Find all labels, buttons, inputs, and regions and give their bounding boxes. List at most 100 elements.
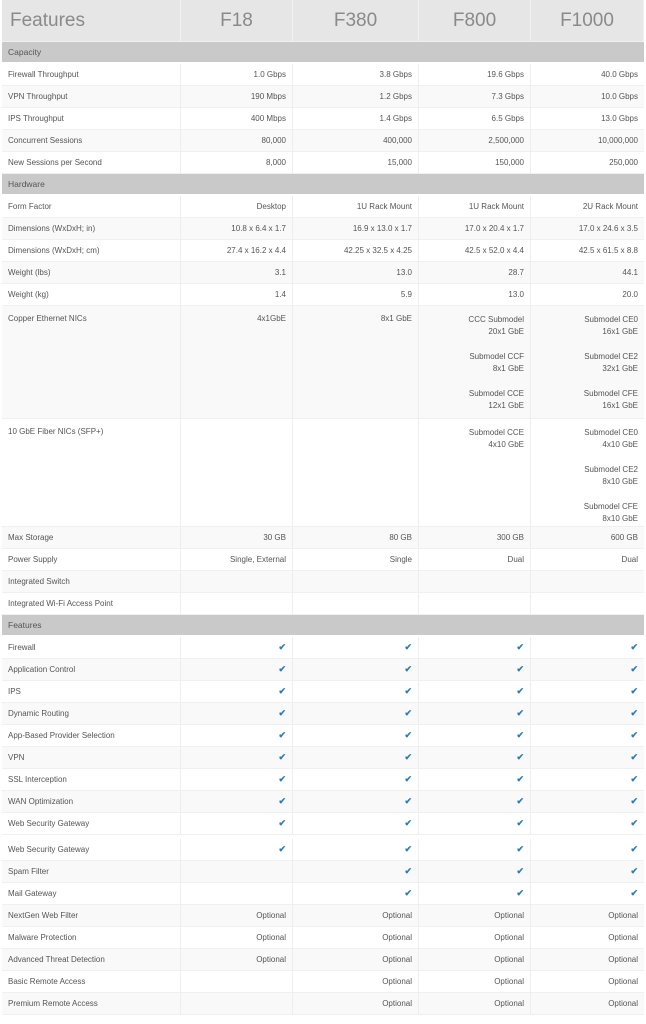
value-cell: ✔ [293,681,419,702]
value-cell: Optional [419,927,531,948]
value-cell: 400,000 [293,130,419,151]
table-row: Integrated Switch [2,571,644,593]
value-cell: 10,000,000 [597,136,638,145]
value-cell: 44.1 [622,268,638,277]
value-cell: ✔ [293,725,419,746]
row-label: Premium Remote Access [2,993,181,1014]
table-row: Dynamic Routing ✔ ✔ ✔ ✔ [2,703,644,725]
value-cell: ✔ [531,681,644,702]
check-icon: ✔ [404,844,412,854]
check-icon: ✔ [404,774,412,784]
row-label: Spam Filter [2,861,181,882]
check-icon: ✔ [630,752,638,762]
value-cell: 1U Rack Mount [419,196,531,217]
value-cell: 1.0 Gbps [181,64,293,85]
value-cell: ✔ [293,791,419,812]
check-icon: ✔ [630,664,638,674]
table-row: Integrated Wi-Fi Access Point [2,593,644,615]
row-label: SSL Interception [2,769,181,790]
check-icon: ✔ [278,752,286,762]
value-cell: 2,500,000 [419,130,531,151]
value-cell: Optional [419,905,531,926]
table-row: Application Control ✔ ✔ ✔ ✔ [2,659,644,681]
value-cell: ✔ [531,659,644,680]
value-cell: ✔ [293,883,419,904]
table-row: Weight (lbs) 3.1 13.0 28.7 44.1 [2,262,644,284]
value-cell: 19.6 Gbps [419,64,531,85]
check-icon: ✔ [630,686,638,696]
table-row: IPS Throughput 400 Mbps 1.4 Gbps 6.5 Gbps 13… [2,108,644,130]
check-icon: ✔ [278,708,286,718]
value-cell [531,593,644,614]
check-icon: ✔ [404,888,412,898]
value-cell: ✔ [181,813,293,834]
submodel-name: Submodel CCF [469,352,524,361]
value-cell: ✔ [181,703,293,724]
table-row: Mail Gateway ✔ ✔ ✔ [2,883,644,905]
value-cell: ✔ [531,839,644,860]
value-cell [181,861,293,882]
table-row: Basic Remote Access Optional Optional Optio… [2,971,644,993]
value-cell: Submodel CE0 4x10 GbE Submodel CE2 8x10 GbE… [531,419,644,526]
value-cell: Submodel CCE 4x10 GbE [419,419,531,526]
value-cell: Optional [181,927,293,948]
value-cell: ✔ [419,791,531,812]
table-row: Max Storage 30 GB 80 GB 300 GB 600 GB [2,527,644,549]
value-cell: 250,000 [609,158,638,167]
check-icon: ✔ [278,730,286,740]
value-cell: Optional [419,971,531,992]
submodel-entry: Submodel CCF 8x1 GbE [425,351,524,375]
submodel-value: 4x10 GbE [488,440,524,449]
value-cell: ✔ [419,725,531,746]
row-label: Firewall Throughput [2,64,181,85]
value-cell: ✔ [419,703,531,724]
value-cell: 17.0 x 24.6 x 3.5 [578,224,638,233]
value-cell: 10.8 x 6.4 x 1.7 [181,218,293,239]
check-icon: ✔ [516,844,524,854]
submodel-value: 8x1 GbE [492,364,524,373]
row-label: Mail Gateway [2,883,181,904]
row-label: Basic Remote Access [2,971,181,992]
value-cell: Optional [608,933,638,942]
check-icon: ✔ [404,818,412,828]
check-icon: ✔ [516,866,524,876]
check-icon: ✔ [404,866,412,876]
submodel-value: 8x10 GbE [602,514,638,523]
value-cell [293,593,419,614]
submodel-value: 32x1 GbE [602,364,638,373]
submodel-entry: CCC Submodel 20x1 GbE [425,314,524,338]
value-cell [293,419,419,526]
value-cell [181,971,293,992]
value-cell: 2U Rack Mount [582,202,638,211]
check-icon: ✔ [278,686,286,696]
row-label: Integrated Switch [2,571,181,592]
value-cell: ✔ [293,769,419,790]
value-cell: 20.0 [622,290,638,299]
check-icon: ✔ [278,664,286,674]
value-cell: Optional [608,977,638,986]
value-cell: ✔ [531,791,644,812]
table-row: Weight (kg) 1.4 5.9 13.0 20.0 [2,284,644,306]
row-label: Firewall [2,637,181,658]
value-cell: CCC Submodel 20x1 GbE Submodel CCF 8x1 GbE S… [419,306,531,418]
value-cell: ✔ [181,747,293,768]
row-label: Dimensions (WxDxH; in) [2,218,181,239]
table-row: Web Security Gateway ✔ ✔ ✔ ✔ [2,813,644,835]
table-row: Copper Ethernet NICs 4x1GbE 8x1 GbE CCC Sub… [2,306,644,419]
value-cell: ✔ [531,769,644,790]
check-icon: ✔ [630,818,638,828]
value-cell: Submodel CE0 16x1 GbE Submodel CE2 32x1 GbE… [531,306,644,418]
value-cell: 27.4 x 16.2 x 4.4 [181,240,293,261]
value-cell: 28.7 [419,262,531,283]
value-cell: 1.2 Gbps [293,86,419,107]
submodel-entry: Submodel CE2 32x1 GbE [537,351,638,375]
submodel-value: 4x10 GbE [602,440,638,449]
check-icon: ✔ [630,774,638,784]
value-cell: Optional [608,999,638,1008]
row-label: Form Factor [2,196,181,217]
check-icon: ✔ [630,866,638,876]
value-cell: 190 Mbps [181,86,293,107]
value-cell: ✔ [181,659,293,680]
table-row: Firewall ✔ ✔ ✔ ✔ [2,637,644,659]
check-icon: ✔ [630,844,638,854]
